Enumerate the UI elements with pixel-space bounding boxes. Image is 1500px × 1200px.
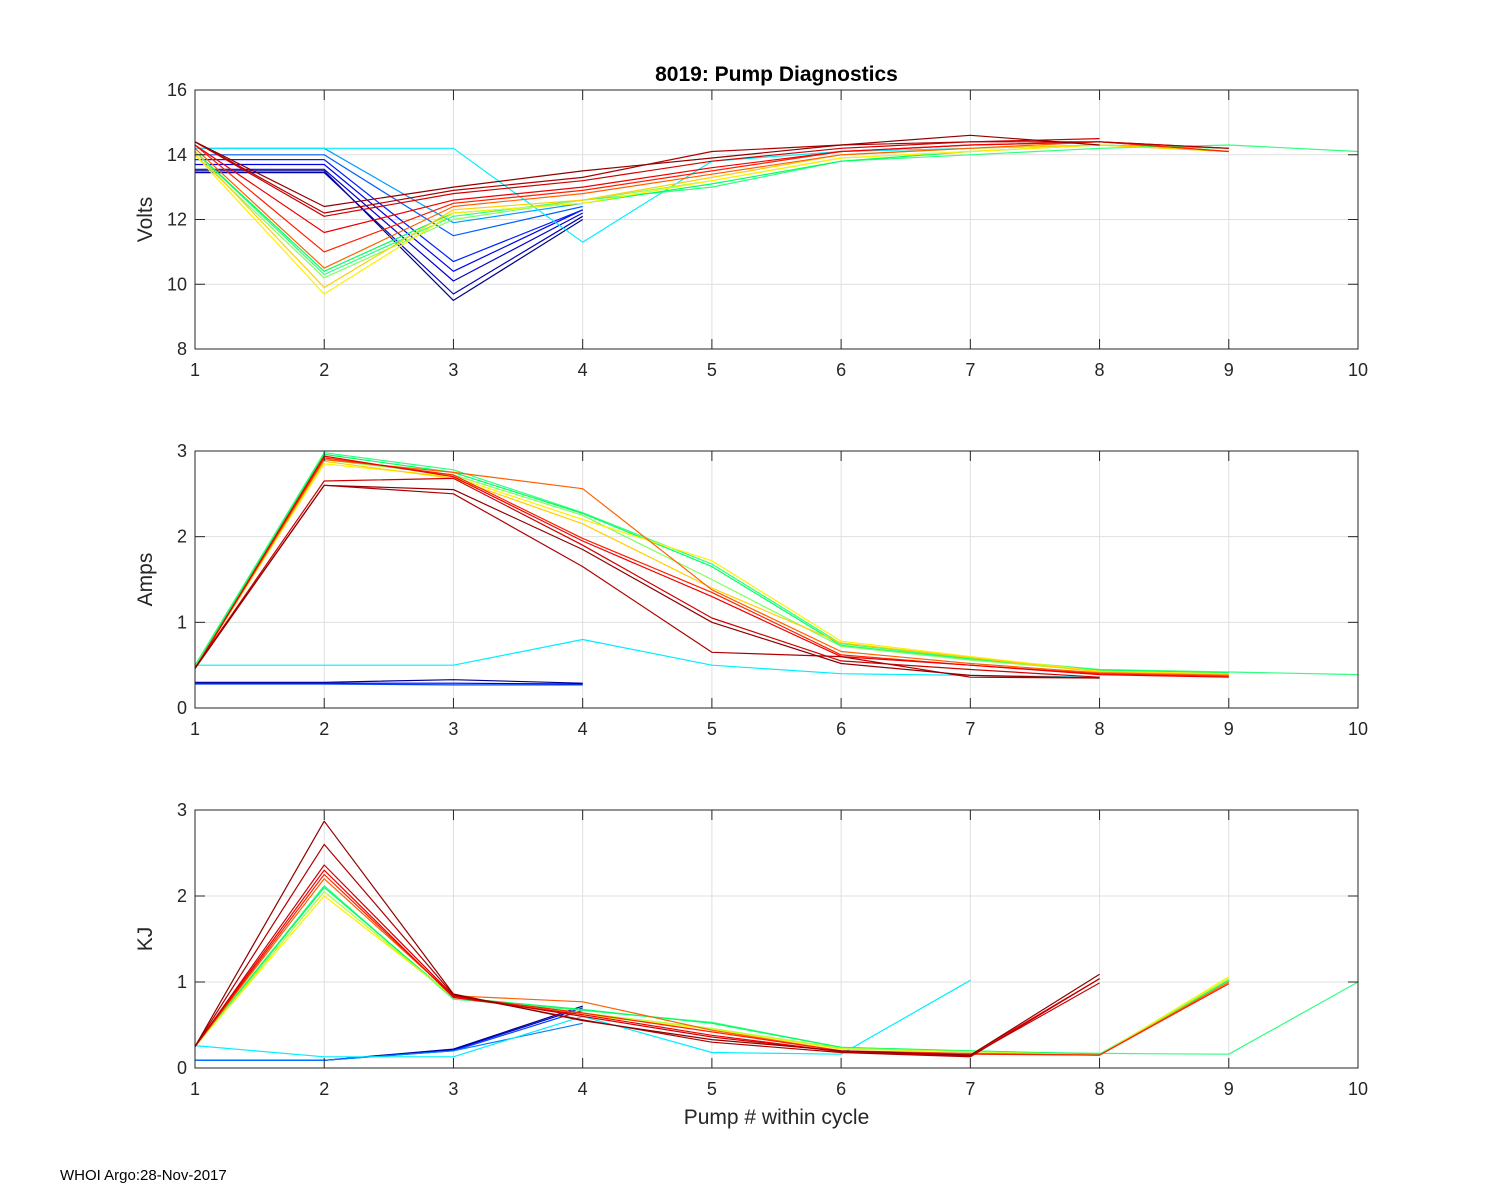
kj-x-tick-label: 7	[965, 1079, 975, 1099]
volts-series-blue-3	[195, 168, 583, 282]
kj-series-red-1	[194, 873, 1230, 1056]
kj-x-tick-label: 5	[707, 1079, 717, 1099]
volts-y-tick-label: 12	[167, 210, 187, 230]
kj-series-red-3	[194, 864, 1100, 1057]
amps-y-tick-label: 2	[177, 527, 187, 547]
volts-series-blue-4	[195, 163, 583, 272]
kj-series-green-2	[194, 886, 1230, 1055]
volts-x-tick-label: 8	[1095, 360, 1105, 380]
volts-series-blue-1	[195, 170, 584, 301]
amps-y-tick-label: 3	[177, 441, 187, 461]
amps-series-yellow-1	[194, 463, 1229, 675]
volts-series-orange	[194, 141, 1229, 269]
volts-x-tick-label: 5	[707, 360, 717, 380]
kj-series-darkred-2	[194, 820, 1100, 1056]
volts-series-blue-5	[195, 159, 583, 263]
volts-series-yellow-1	[194, 144, 1229, 295]
volts-series-red-2	[194, 141, 1229, 234]
amps-series-green-1	[194, 452, 1359, 676]
volts-y-tick-label: 14	[167, 145, 187, 165]
amps-x-tick-label: 2	[319, 719, 329, 739]
amps-y-tick-label: 0	[177, 698, 187, 718]
amps-series-cyan	[195, 638, 1100, 678]
volts-series-blue-2	[195, 172, 584, 295]
volts-series-darkred-2	[194, 134, 1100, 208]
kj-y-tick-label: 3	[177, 800, 187, 820]
kj-x-tick-label: 2	[319, 1079, 329, 1099]
amps-series-red-3	[194, 477, 1100, 678]
kj-x-tick-label: 4	[578, 1079, 588, 1099]
kj-y-tick-label: 2	[177, 886, 187, 906]
amps-y-tick-label: 1	[177, 612, 187, 632]
volts-y-axis-label: Volts	[134, 197, 157, 243]
kj-series-darkred-1	[194, 843, 1100, 1058]
volts-series-blue-6	[195, 154, 583, 237]
amps-x-tick-label: 9	[1224, 719, 1234, 739]
amps-x-tick-label: 10	[1348, 719, 1368, 739]
chart-title: 8019: Pump Diagnostics	[655, 63, 898, 86]
volts-x-tick-label: 9	[1224, 360, 1234, 380]
kj-y-tick-label: 0	[177, 1058, 187, 1078]
amps-x-tick-label: 1	[190, 719, 200, 739]
volts-series-yellow-2	[194, 144, 1229, 289]
amps-x-tick-label: 7	[965, 719, 975, 739]
kj-x-axis-label: Pump # within cycle	[684, 1106, 870, 1129]
volts-x-tick-label: 4	[578, 360, 588, 380]
kj-axes-box	[194, 809, 1359, 1069]
kj-x-tick-label: 10	[1348, 1079, 1368, 1099]
amps-series-darkred-2	[194, 484, 1100, 679]
volts-y-tick-label: 8	[177, 339, 187, 359]
volts-x-tick-label: 10	[1348, 360, 1368, 380]
amps-x-tick-label: 3	[448, 719, 458, 739]
amps-series-yellow-2	[194, 460, 1229, 676]
amps-series-blue-2	[195, 682, 583, 685]
kj-x-tick-label: 1	[190, 1079, 200, 1099]
volts-x-tick-label: 1	[190, 360, 200, 380]
amps-axes-box	[194, 450, 1359, 709]
volts-y-tick-label: 10	[167, 274, 187, 294]
footer-attribution: WHOI Argo:28-Nov-2017	[60, 1167, 227, 1184]
amps-series-blue-1	[195, 679, 583, 684]
kj-plot-area	[195, 810, 1358, 1068]
amps-x-tick-label: 6	[836, 719, 846, 739]
kj-x-tick-label: 6	[836, 1079, 846, 1099]
amps-x-tick-label: 5	[707, 719, 717, 739]
volts-x-tick-label: 6	[836, 360, 846, 380]
volts-x-tick-label: 2	[319, 360, 329, 380]
kj-y-tick-label: 1	[177, 972, 187, 992]
kj-x-tick-label: 3	[448, 1079, 458, 1099]
volts-y-tick-label: 16	[167, 80, 187, 100]
amps-x-tick-label: 4	[578, 719, 588, 739]
kj-y-axis-label: KJ	[134, 927, 157, 952]
volts-x-tick-label: 3	[448, 360, 458, 380]
amps-x-tick-label: 8	[1095, 719, 1105, 739]
amps-y-axis-label: Amps	[134, 553, 157, 607]
amps-series-blue-3	[195, 683, 583, 686]
kj-x-tick-label: 9	[1224, 1079, 1234, 1099]
kj-x-tick-label: 8	[1095, 1079, 1105, 1099]
amps-series-red-2	[194, 455, 1229, 678]
volts-x-tick-label: 7	[965, 360, 975, 380]
